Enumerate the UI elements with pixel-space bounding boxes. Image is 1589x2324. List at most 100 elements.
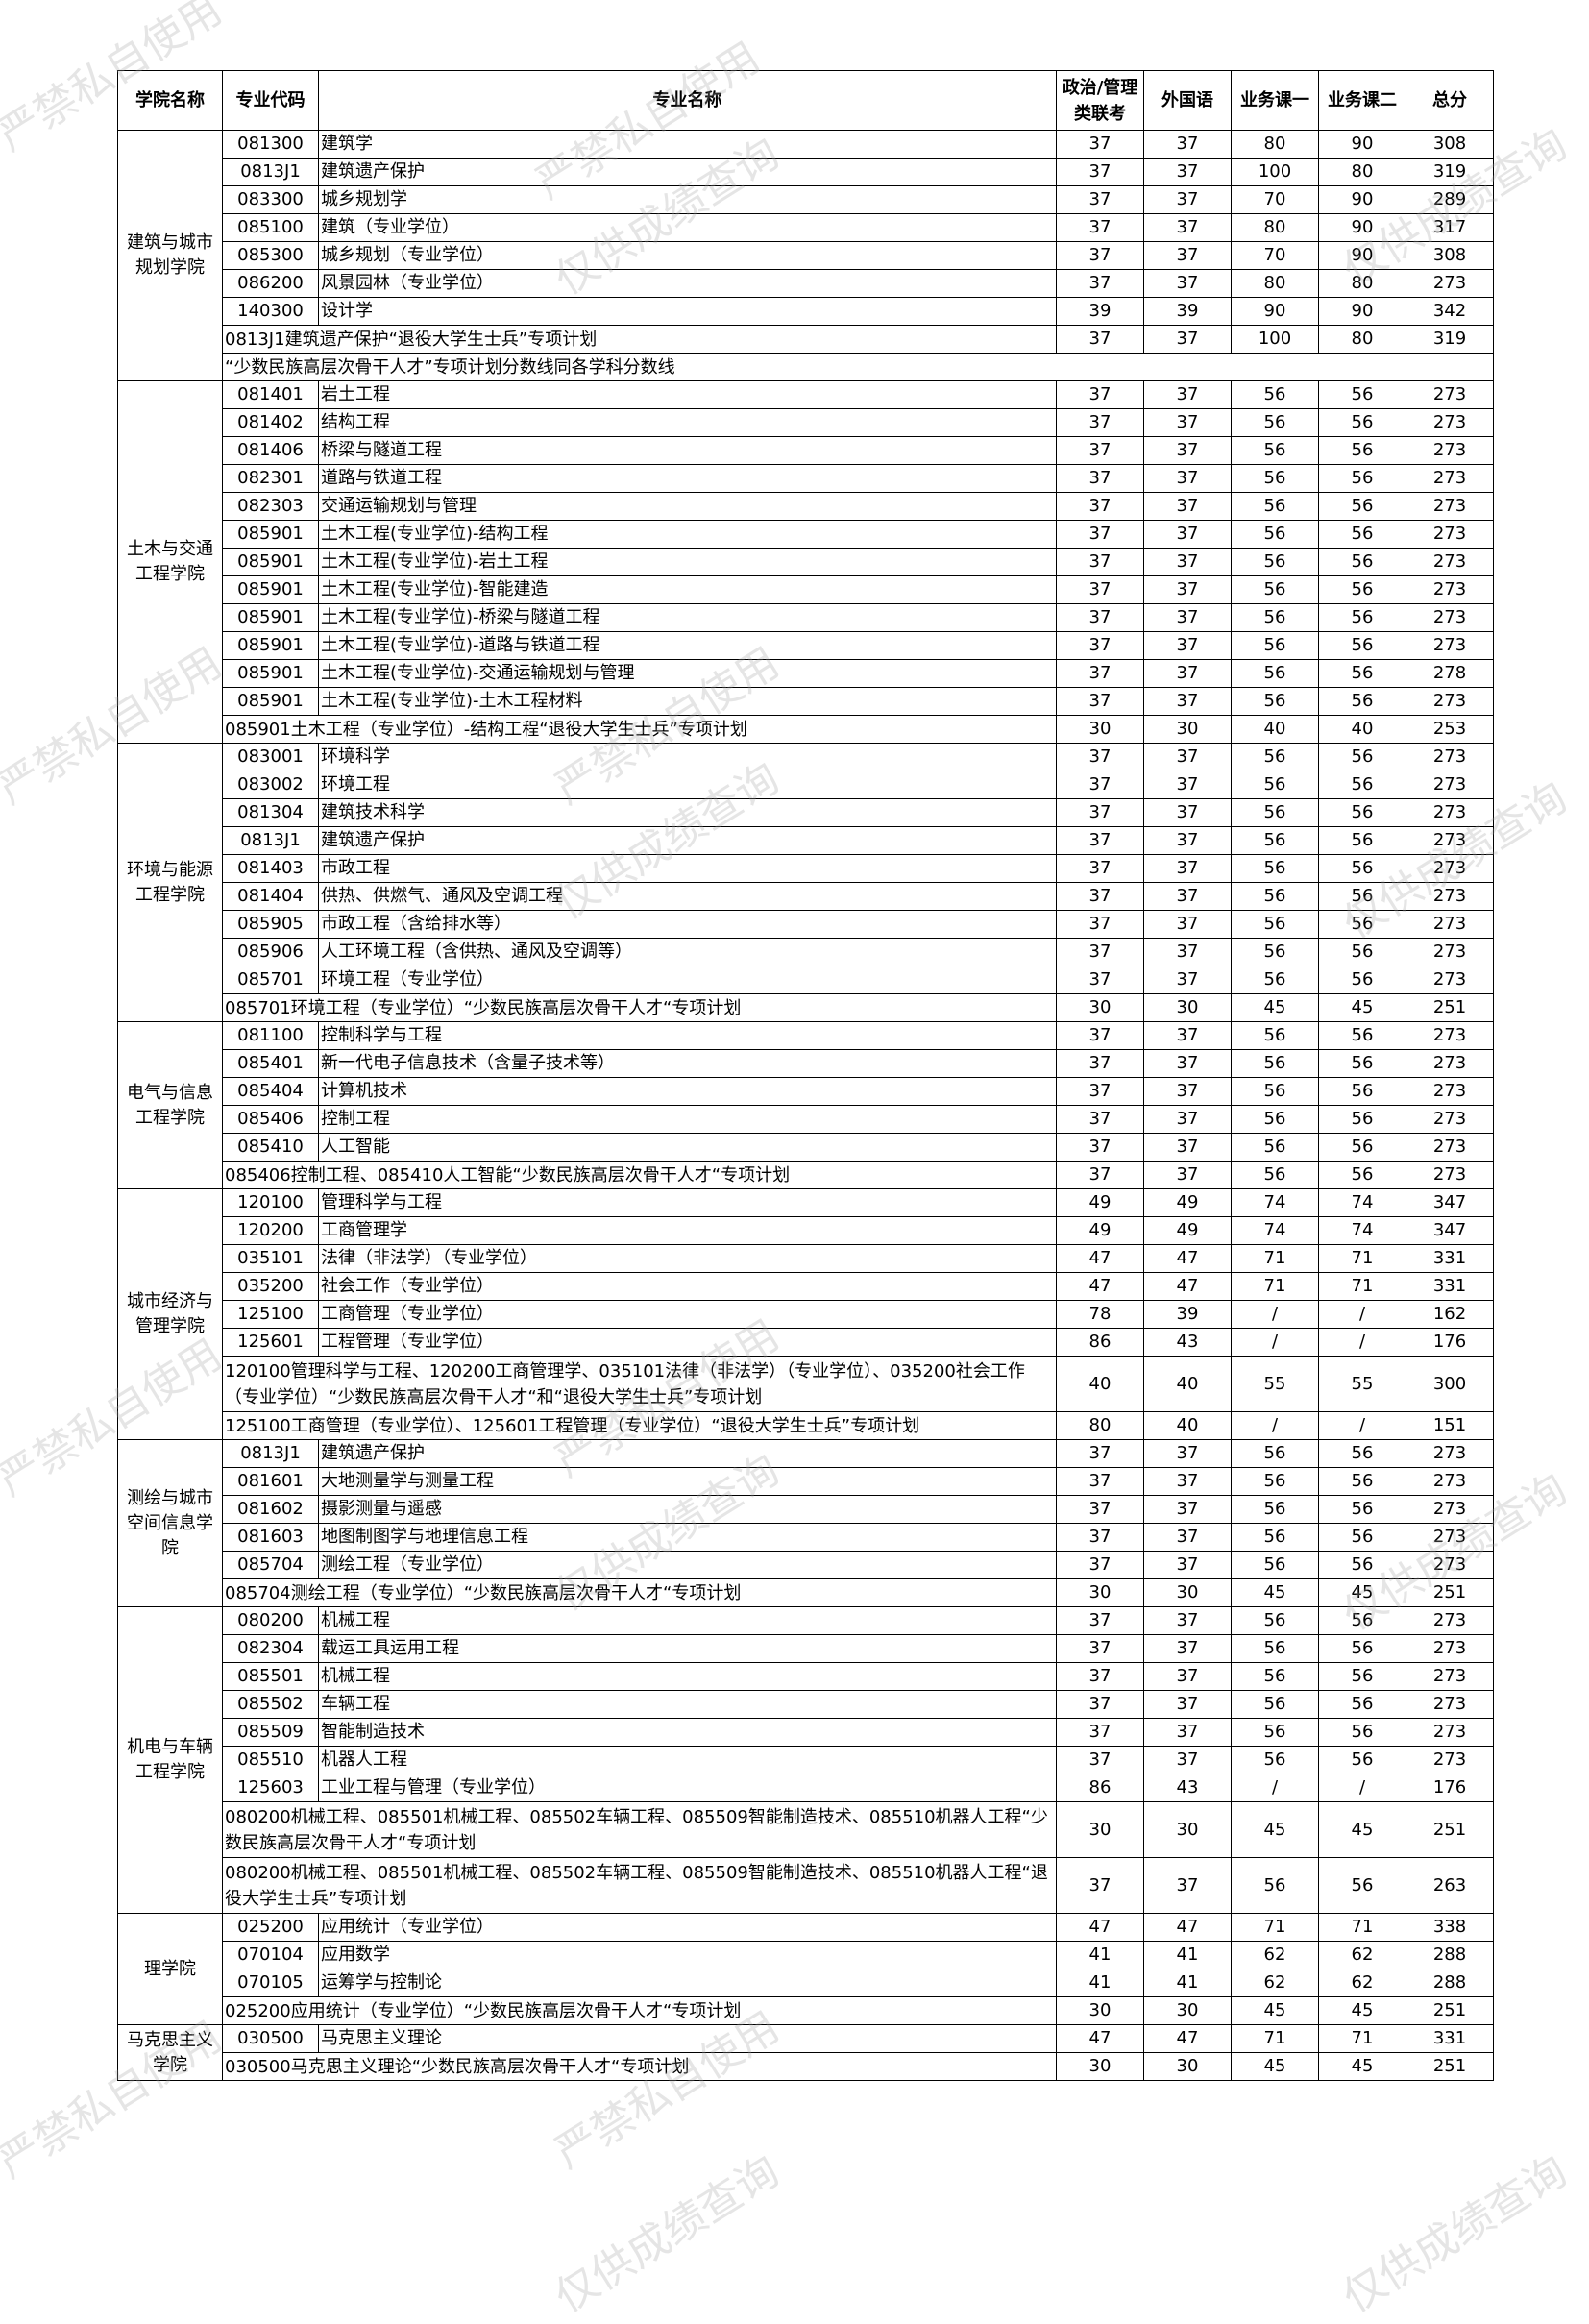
score-foreign: 49: [1143, 1188, 1232, 1217]
score-course1: 56: [1231, 408, 1319, 437]
score-total: 273: [1406, 1634, 1494, 1663]
score-total: 273: [1406, 631, 1494, 660]
major-name: 城乡规划（专业学位）: [318, 241, 1057, 270]
major-code: 081406: [222, 436, 319, 465]
score-politics: 37: [1056, 1523, 1144, 1552]
score-foreign: 37: [1143, 966, 1232, 994]
major-name: 岩土工程: [318, 380, 1057, 409]
score-foreign: 37: [1143, 1021, 1232, 1050]
major-name: 建筑技术科学: [318, 798, 1057, 827]
score-foreign: 37: [1143, 687, 1232, 716]
major-code: 035200: [222, 1272, 319, 1301]
header-course2: 业务课二: [1318, 70, 1406, 131]
major-code: 081304: [222, 798, 319, 827]
table-row: 085701 环境工程（专业学位） 37 37 56 56 273: [118, 966, 1494, 994]
score-course2: 56: [1318, 1523, 1406, 1552]
score-course2: 74: [1318, 1216, 1406, 1245]
admission-score-table: 学院名称 专业代码 专业名称 政治/管理类联考 外国语 业务课一 业务课二 总分…: [117, 70, 1494, 2081]
major-code: 081602: [222, 1495, 319, 1524]
score-total: 162: [1406, 1300, 1494, 1329]
table-row: 120200 工商管理学 49 49 74 74 347: [118, 1216, 1494, 1245]
table-row: 125100工商管理（专业学位）、125601工程管理（专业学位）“退役大学生士…: [118, 1411, 1494, 1440]
table-row: 080200机械工程、085501机械工程、085502车辆工程、085509智…: [118, 1801, 1494, 1858]
score-politics: 37: [1056, 1133, 1144, 1162]
table-row: 081603 地图制图学与地理信息工程 37 37 56 56 273: [118, 1523, 1494, 1552]
major-name: 应用统计（专业学位）: [318, 1913, 1057, 1942]
score-politics: 30: [1056, 993, 1144, 1022]
score-course2: 80: [1318, 325, 1406, 354]
special-plan-name: 080200机械工程、085501机械工程、085502车辆工程、085509智…: [222, 1857, 1057, 1914]
score-course1: 56: [1231, 1105, 1319, 1134]
score-foreign: 37: [1143, 464, 1232, 493]
score-politics: 37: [1056, 436, 1144, 465]
score-politics: 37: [1056, 938, 1144, 966]
score-course2: 56: [1318, 1049, 1406, 1078]
score-total: 273: [1406, 966, 1494, 994]
score-course2: 56: [1318, 938, 1406, 966]
score-course2: 56: [1318, 771, 1406, 799]
table-row: 025200应用统计（专业学位）“少数民族高层次骨干人才“专项计划 30 30 45 4…: [118, 1996, 1494, 2025]
score-politics: 37: [1056, 1857, 1144, 1914]
score-course1: 56: [1231, 938, 1319, 966]
score-total: 308: [1406, 241, 1494, 270]
score-course1: 62: [1231, 1969, 1319, 1997]
major-name: 土木工程(专业学位)-交通运输规划与管理: [318, 659, 1057, 688]
score-course1: 80: [1231, 269, 1319, 298]
score-politics: 37: [1056, 1077, 1144, 1106]
score-total: 273: [1406, 1133, 1494, 1162]
major-name: 管理科学与工程: [318, 1188, 1057, 1217]
special-plan-name: 085704测绘工程（专业学位）“少数民族高层次骨干人才“专项计划: [222, 1578, 1057, 1607]
score-course2: /: [1318, 1300, 1406, 1329]
score-course2: 56: [1318, 436, 1406, 465]
note-text: “少数民族高层次骨干人才”专项计划分数线同各学科分数线: [222, 353, 1494, 381]
score-politics: 47: [1056, 1244, 1144, 1273]
major-code: 120100: [222, 1188, 319, 1217]
major-name: 市政工程（含给排水等）: [318, 910, 1057, 939]
major-name: 控制工程: [318, 1105, 1057, 1134]
score-course2: 40: [1318, 715, 1406, 744]
score-total: 331: [1406, 2024, 1494, 2053]
score-course1: 56: [1231, 826, 1319, 855]
score-course1: 56: [1231, 771, 1319, 799]
score-foreign: 30: [1143, 993, 1232, 1022]
table-row: 070104 应用数学 41 41 62 62 288: [118, 1941, 1494, 1969]
table-row: 035101 法律（非法学）（专业学位） 47 47 71 71 331: [118, 1244, 1494, 1273]
score-politics: 37: [1056, 492, 1144, 521]
major-code: 081601: [222, 1467, 319, 1496]
score-course1: 56: [1231, 1718, 1319, 1747]
score-course2: 56: [1318, 1467, 1406, 1496]
table-row: 120100管理科学与工程、120200工商管理学、035101法律（非法学）（…: [118, 1356, 1494, 1412]
major-code: 085501: [222, 1662, 319, 1691]
score-politics: 37: [1056, 743, 1144, 771]
score-politics: 86: [1056, 1328, 1144, 1357]
major-name: 桥梁与隧道工程: [318, 436, 1057, 465]
table-row: 081304 建筑技术科学 37 37 56 56 273: [118, 798, 1494, 827]
score-course2: 56: [1318, 1077, 1406, 1106]
major-code: 083001: [222, 743, 319, 771]
major-name: 测绘工程（专业学位）: [318, 1551, 1057, 1579]
table-row: “少数民族高层次骨干人才”专项计划分数线同各学科分数线: [118, 353, 1494, 381]
score-course2: 56: [1318, 575, 1406, 604]
header-politics: 政治/管理类联考: [1056, 70, 1144, 131]
major-code: 085100: [222, 213, 319, 242]
score-course2: /: [1318, 1774, 1406, 1802]
score-course1: 56: [1231, 1495, 1319, 1524]
score-course2: 45: [1318, 1801, 1406, 1858]
score-course2: 71: [1318, 1272, 1406, 1301]
score-total: 273: [1406, 1077, 1494, 1106]
score-politics: 37: [1056, 1634, 1144, 1663]
major-name: 土木工程(专业学位)-道路与铁道工程: [318, 631, 1057, 660]
score-course1: /: [1231, 1774, 1319, 1802]
major-name: 风景园林（专业学位）: [318, 269, 1057, 298]
table-row: 085406控制工程、085410人工智能“少数民族高层次骨干人才“专项计划 37…: [118, 1161, 1494, 1189]
score-foreign: 37: [1143, 1606, 1232, 1635]
score-course1: 56: [1231, 492, 1319, 521]
major-name: 结构工程: [318, 408, 1057, 437]
table-row: 土木与交通工程学院 081401 岩土工程 37 37 56 56 273: [117, 380, 1494, 744]
score-course1: 56: [1231, 631, 1319, 660]
major-code: 081300: [222, 130, 319, 159]
score-politics: 37: [1056, 687, 1144, 716]
score-foreign: 40: [1143, 1356, 1232, 1412]
score-course1: 56: [1231, 1021, 1319, 1050]
special-plan-name: 080200机械工程、085501机械工程、085502车辆工程、085509智…: [222, 1801, 1057, 1858]
